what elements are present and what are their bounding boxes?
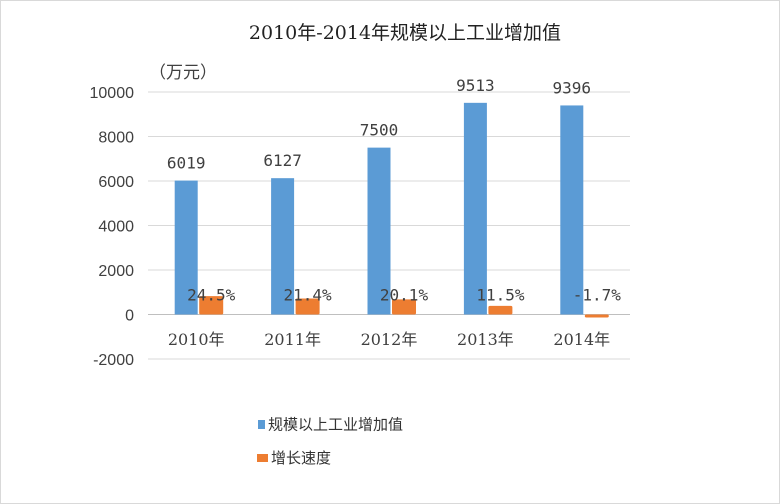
- data-label-growth-rate: 20.1%: [380, 286, 429, 305]
- bar-industrial-value: [560, 105, 584, 315]
- y-axis-ticks: 10000 8000 6000 4000 2000 0 -2000: [90, 85, 135, 369]
- bar-industrial-value: [463, 102, 487, 315]
- y-tick-label: -2000: [93, 352, 134, 369]
- bar-growth-rate: [199, 296, 224, 315]
- bar-growth-rate: [295, 298, 320, 315]
- y-tick-label: 2000: [98, 263, 134, 280]
- data-label-growth-rate: 21.4%: [284, 286, 333, 305]
- data-label-growth-rate: 11.5%: [476, 286, 525, 305]
- bar-industrial-value: [271, 178, 295, 315]
- x-category-label: 2011年: [264, 330, 321, 349]
- data-labels: 6019 24.5% 6127 21.4% 7500 20.1% 9513 11.5% 9396…: [167, 76, 621, 305]
- y-tick-label: 0: [125, 308, 134, 325]
- data-label-industrial-value: 9513: [456, 76, 495, 95]
- x-category-label: 2010年: [168, 330, 225, 349]
- data-label-industrial-value: 9396: [553, 78, 592, 97]
- data-label-industrial-value: 7500: [360, 121, 399, 140]
- data-label-growth-rate: 24.5%: [187, 286, 236, 305]
- y-tick-label: 6000: [98, 174, 134, 191]
- data-label-industrial-value: 6019: [167, 154, 206, 173]
- legend-swatch: [258, 420, 265, 429]
- y-tick-label: 4000: [98, 219, 134, 236]
- data-label-growth-rate: -1.7%: [573, 286, 622, 305]
- bar-growth-rate: [488, 305, 513, 315]
- bar-industrial-value: [367, 147, 391, 315]
- x-category-label: 2013年: [457, 330, 514, 349]
- bars: [174, 102, 609, 318]
- x-axis-categories: 2010年 2011年 2012年 2013年 2014年: [168, 330, 610, 349]
- x-category-label: 2014年: [553, 330, 610, 349]
- x-category-label: 2012年: [361, 330, 418, 349]
- y-tick-label: 10000: [90, 85, 135, 102]
- legend-swatch: [257, 454, 268, 462]
- chart-title: 2010年-2014年规模以上工业增加值: [249, 22, 561, 44]
- legend-label: 规模以上工业增加值: [268, 416, 403, 434]
- bar-industrial-value: [174, 180, 198, 315]
- bar-growth-rate: [584, 314, 609, 318]
- data-label-industrial-value: 6127: [263, 151, 302, 170]
- y-tick-label: 8000: [98, 130, 134, 147]
- y-axis-unit-label: （万元）: [149, 63, 217, 83]
- legend-label: 增长速度: [271, 449, 331, 467]
- bar-growth-rate: [392, 299, 416, 315]
